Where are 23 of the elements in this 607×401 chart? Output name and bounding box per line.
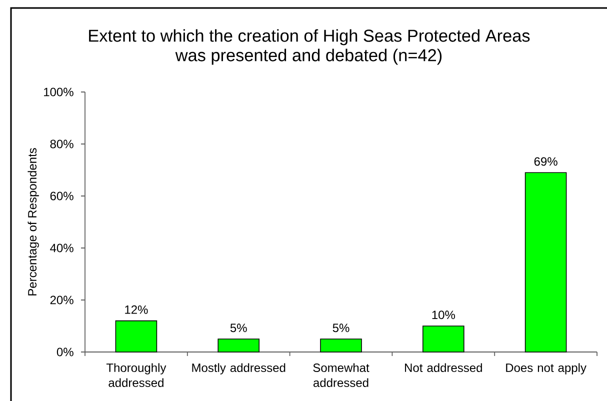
data-label: 5% xyxy=(332,324,350,332)
y-tick-label: 40% xyxy=(50,244,74,252)
data-label: 5% xyxy=(230,324,247,332)
bar xyxy=(524,172,567,352)
y-tick-label: 60% xyxy=(50,192,74,200)
bar xyxy=(218,338,260,352)
data-label: 12% xyxy=(125,305,148,314)
y-tick-label: 0% xyxy=(56,348,74,356)
bar xyxy=(115,320,158,352)
y-tick-label: 100% xyxy=(44,88,74,96)
x-tick-label: Somewhat addressed xyxy=(313,363,370,388)
data-label: 69% xyxy=(534,157,558,166)
x-tick-label: Mostly addressed xyxy=(192,363,286,374)
x-tick-label: Not addressed xyxy=(405,363,482,372)
y-axis-title: Percentage of Respondents xyxy=(28,148,39,296)
y-tick-label: 80% xyxy=(50,140,74,148)
chart-title: Extent to which the creation of High Seas Protected Areas was presented and debated (n=42) xyxy=(89,29,530,65)
y-tick-label: 20% xyxy=(50,296,74,304)
x-tick-label: Does not apply xyxy=(506,363,586,374)
bar xyxy=(320,338,362,352)
x-tick-label: Thoroughly addressed xyxy=(106,363,166,388)
bar xyxy=(422,326,464,352)
data-label: 10% xyxy=(432,310,455,320)
